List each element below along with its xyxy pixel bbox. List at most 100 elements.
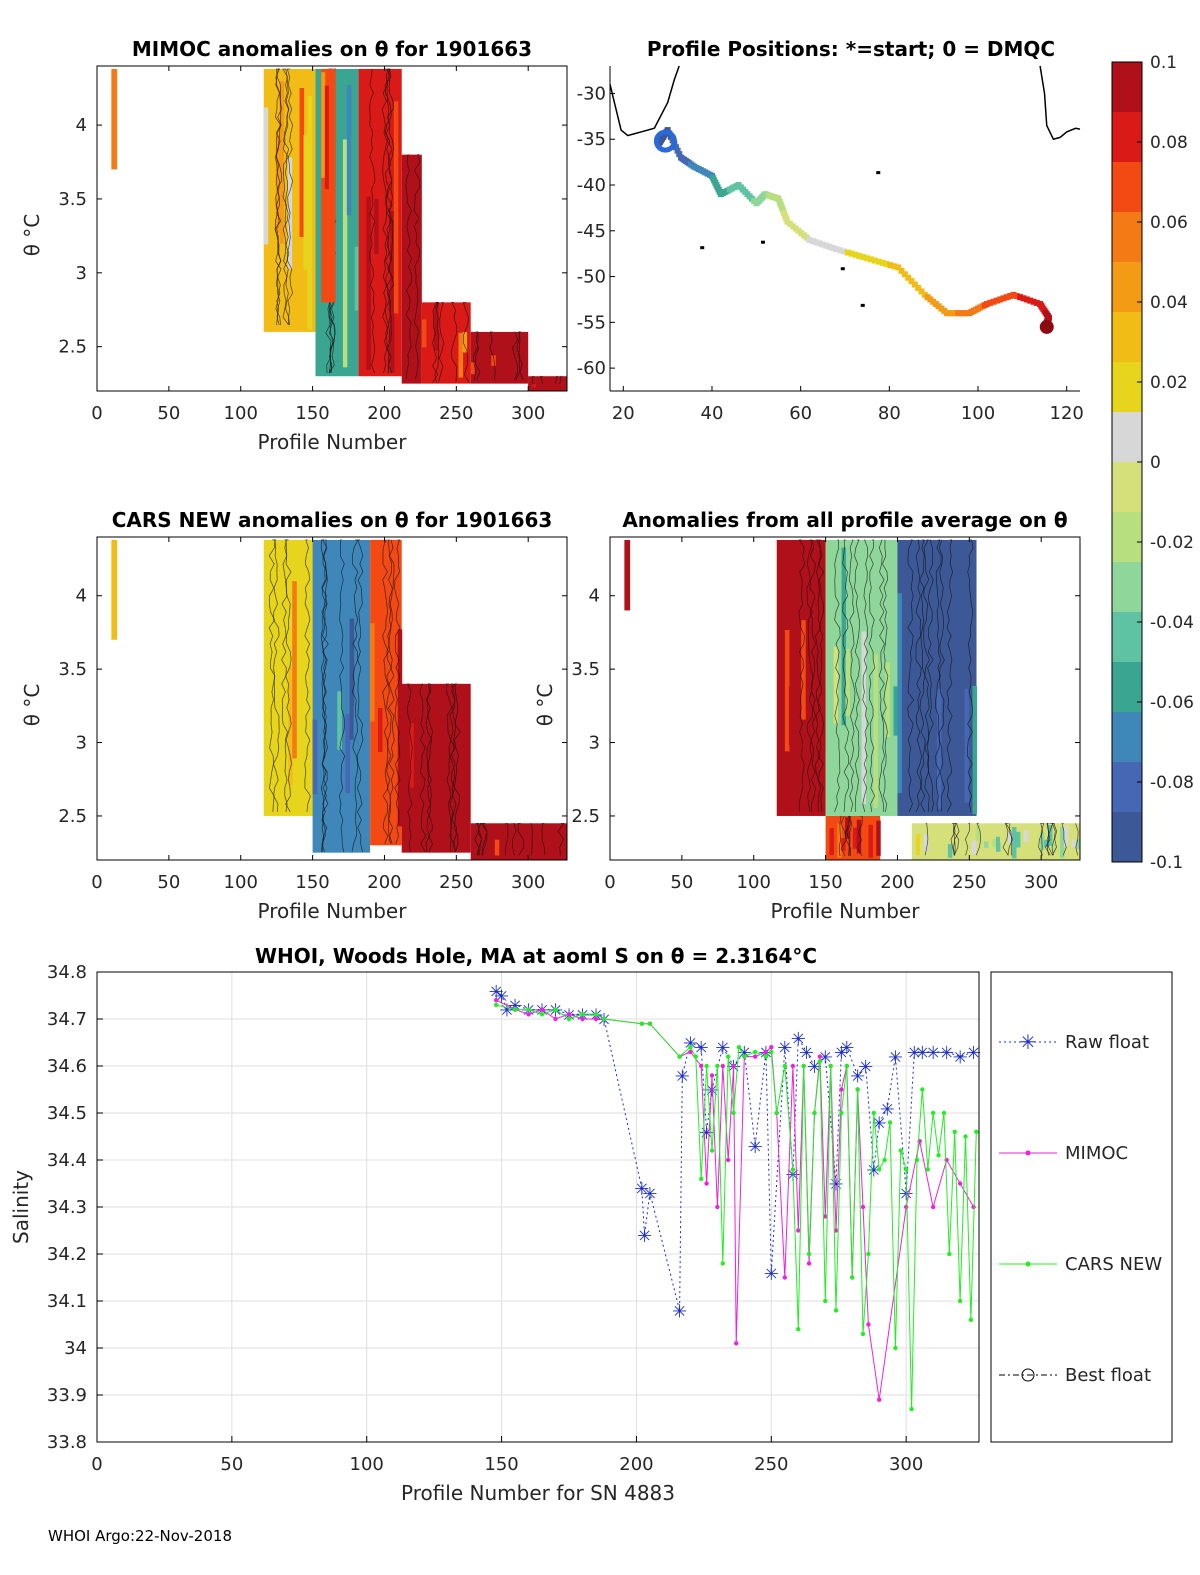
contour-line xyxy=(559,375,563,385)
anomaly-stripe xyxy=(307,95,312,330)
series-point xyxy=(812,1110,817,1116)
contour-line xyxy=(965,822,970,856)
contour-line xyxy=(387,68,394,374)
series-point xyxy=(774,1110,779,1116)
x-tick-label: 100 xyxy=(961,403,995,424)
series-point xyxy=(796,1228,801,1233)
raw-float-point: ✳ xyxy=(637,1226,652,1247)
y-axis-label: θ °C xyxy=(20,214,44,257)
colorbar-swatch xyxy=(1112,212,1142,263)
island xyxy=(876,171,881,175)
contour-line xyxy=(438,302,445,383)
y-tick-label: 33.9 xyxy=(47,1385,87,1406)
contour-line xyxy=(480,822,488,856)
contour-line xyxy=(386,539,393,844)
contour-line xyxy=(286,68,294,326)
profile-position-marker xyxy=(883,260,890,267)
anomaly-stripe xyxy=(354,246,360,311)
panel-salinity-timeseries: WHOI, Woods Hole, MA at aoml S on θ = 2.… xyxy=(9,944,1173,1505)
contour-line xyxy=(1061,822,1067,856)
raw-float-point: ✳ xyxy=(675,1066,690,1087)
contour-line xyxy=(798,539,806,812)
contour-line xyxy=(517,822,525,856)
contour-line xyxy=(854,539,860,812)
profile-position-marker xyxy=(809,238,816,245)
contour-line xyxy=(369,68,376,374)
legend-label: MIMOC xyxy=(1065,1143,1128,1164)
legend-marker xyxy=(1025,1261,1031,1267)
series-point xyxy=(698,1063,704,1069)
x-tick-label: 0 xyxy=(91,1454,102,1475)
raw-float-point: ✳ xyxy=(880,1099,895,1120)
profile-position-marker xyxy=(908,278,915,285)
anomaly-stripe xyxy=(960,681,966,814)
x-tick-label: 300 xyxy=(511,403,545,424)
x-tick-label: 200 xyxy=(619,1454,653,1475)
profile-position-marker xyxy=(875,258,882,265)
anomaly-stripe xyxy=(968,566,974,701)
series-point xyxy=(817,1054,823,1059)
legend-box xyxy=(990,971,1173,1443)
raw-float-point: ✳ xyxy=(834,1043,849,1064)
anomaly-stripe xyxy=(530,842,536,855)
anomaly-stripe xyxy=(491,355,496,366)
legend-marker xyxy=(1021,1368,1035,1382)
y-tick-label: -55 xyxy=(577,312,606,333)
anomaly-stripe xyxy=(470,362,476,375)
contour-line xyxy=(1005,822,1012,856)
contour-line xyxy=(554,375,559,385)
contour-line xyxy=(881,539,889,812)
series-point xyxy=(715,1204,720,1210)
contour-line xyxy=(476,822,483,856)
contour-line xyxy=(282,68,290,326)
contour-line xyxy=(935,539,942,812)
anomaly-stripe xyxy=(389,211,395,373)
coastline-australia xyxy=(1039,65,1081,141)
series-point xyxy=(704,1181,709,1186)
y-tick-label: 33.8 xyxy=(47,1432,87,1453)
contour-line xyxy=(1038,822,1044,856)
anomaly-stripe xyxy=(279,81,285,244)
anomaly-stripe xyxy=(474,348,480,380)
profile-position-marker xyxy=(848,250,855,257)
contour-line xyxy=(382,539,389,845)
x-tick-label: 250 xyxy=(439,872,473,893)
colorbar-swatch xyxy=(1112,62,1142,113)
profile-position-marker xyxy=(826,243,833,250)
contour-line xyxy=(530,822,533,856)
profile-position-marker xyxy=(1013,293,1020,300)
axes-frame xyxy=(609,536,1081,861)
anomaly-stripe xyxy=(1043,839,1049,848)
anomaly-stripe xyxy=(338,111,344,308)
anomaly-stripe xyxy=(991,838,997,848)
x-tick-label: 120 xyxy=(1050,403,1084,424)
contour-line xyxy=(809,539,817,812)
y-tick-label: 3.5 xyxy=(58,659,87,680)
anomaly-block xyxy=(111,68,118,170)
contour-line xyxy=(842,539,849,812)
raw-float-point: ✳ xyxy=(694,1038,709,1059)
chart-title: CARS NEW anomalies on θ for 1901663 xyxy=(112,508,553,532)
anomaly-stripe xyxy=(337,691,342,750)
anomaly-stripe xyxy=(316,605,322,700)
anomaly-stripe xyxy=(324,85,329,190)
contour-line xyxy=(413,154,421,379)
contour-line xyxy=(838,815,842,857)
profile-position-marker xyxy=(840,248,847,255)
y-tick-label: 4 xyxy=(76,115,87,136)
series-point xyxy=(925,1167,930,1172)
series-point xyxy=(677,1054,682,1059)
island xyxy=(760,240,765,244)
anomaly-stripe xyxy=(801,620,806,720)
series-point xyxy=(871,1110,877,1116)
raw-float-point: ✳ xyxy=(764,1264,779,1285)
contour-line xyxy=(339,539,346,852)
anomaly-stripe xyxy=(873,654,878,808)
coastline-africa xyxy=(609,65,680,137)
anomaly-stripe xyxy=(971,840,977,855)
anomaly-stripe xyxy=(1063,825,1069,847)
x-tick-label: 50 xyxy=(220,1454,243,1475)
profile-position-marker xyxy=(918,288,925,295)
x-tick-label: 150 xyxy=(808,872,842,893)
y-tick-label: 4 xyxy=(589,586,600,607)
